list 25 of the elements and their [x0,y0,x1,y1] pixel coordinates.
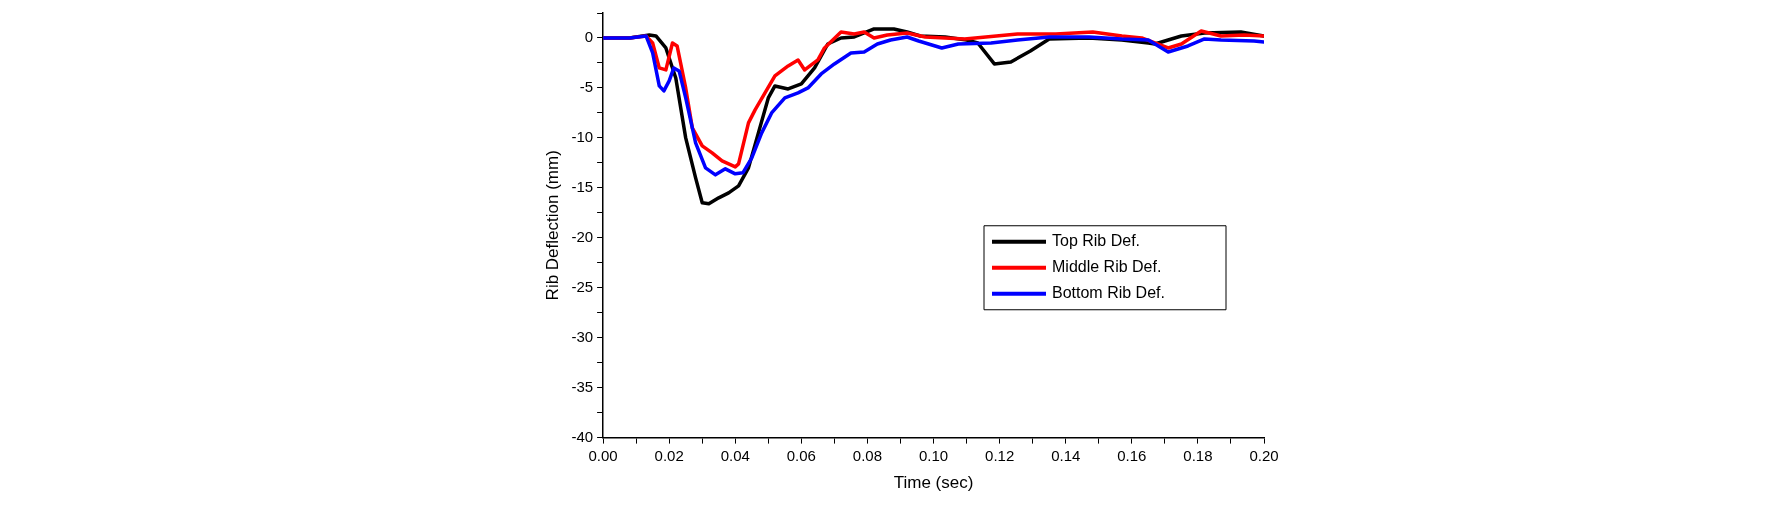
y-tick-label: -20 [571,227,594,245]
y-tick-label: -30 [571,327,594,345]
x-tick-label: 0.18 [1183,446,1213,464]
x-tick-label: 0.16 [1117,446,1147,464]
x-tick-label: 0.06 [786,446,816,464]
y-tick-label: 0 [584,28,594,46]
y-tick-label: -35 [571,377,594,395]
y-tick-label: -10 [571,128,594,146]
x-tick-label: 0.10 [918,446,949,464]
y-axis-title: Rib Deflection (mm) [542,150,562,301]
x-tick-label: 0.00 [588,446,618,464]
legend-label: Top Rib Def. [1052,232,1141,250]
y-tick-label: -5 [579,78,594,96]
legend-label: Bottom Rib Def. [1052,284,1165,302]
x-tick-label: 0.20 [1249,446,1279,464]
x-axis-title: Time (sec) [893,473,974,493]
y-tick-label: -40 [571,427,594,445]
y-tick-label: -25 [571,277,594,295]
y-tick-label: -15 [571,177,594,195]
x-tick-label: 0.08 [852,446,883,464]
x-tick-label: 0.02 [654,446,684,464]
x-tick-label: 0.12 [985,446,1015,464]
x-tick-label: 0.14 [1051,446,1081,464]
legend-label: Middle Rib Def. [1052,258,1162,276]
x-tick-label: 0.04 [720,446,750,464]
